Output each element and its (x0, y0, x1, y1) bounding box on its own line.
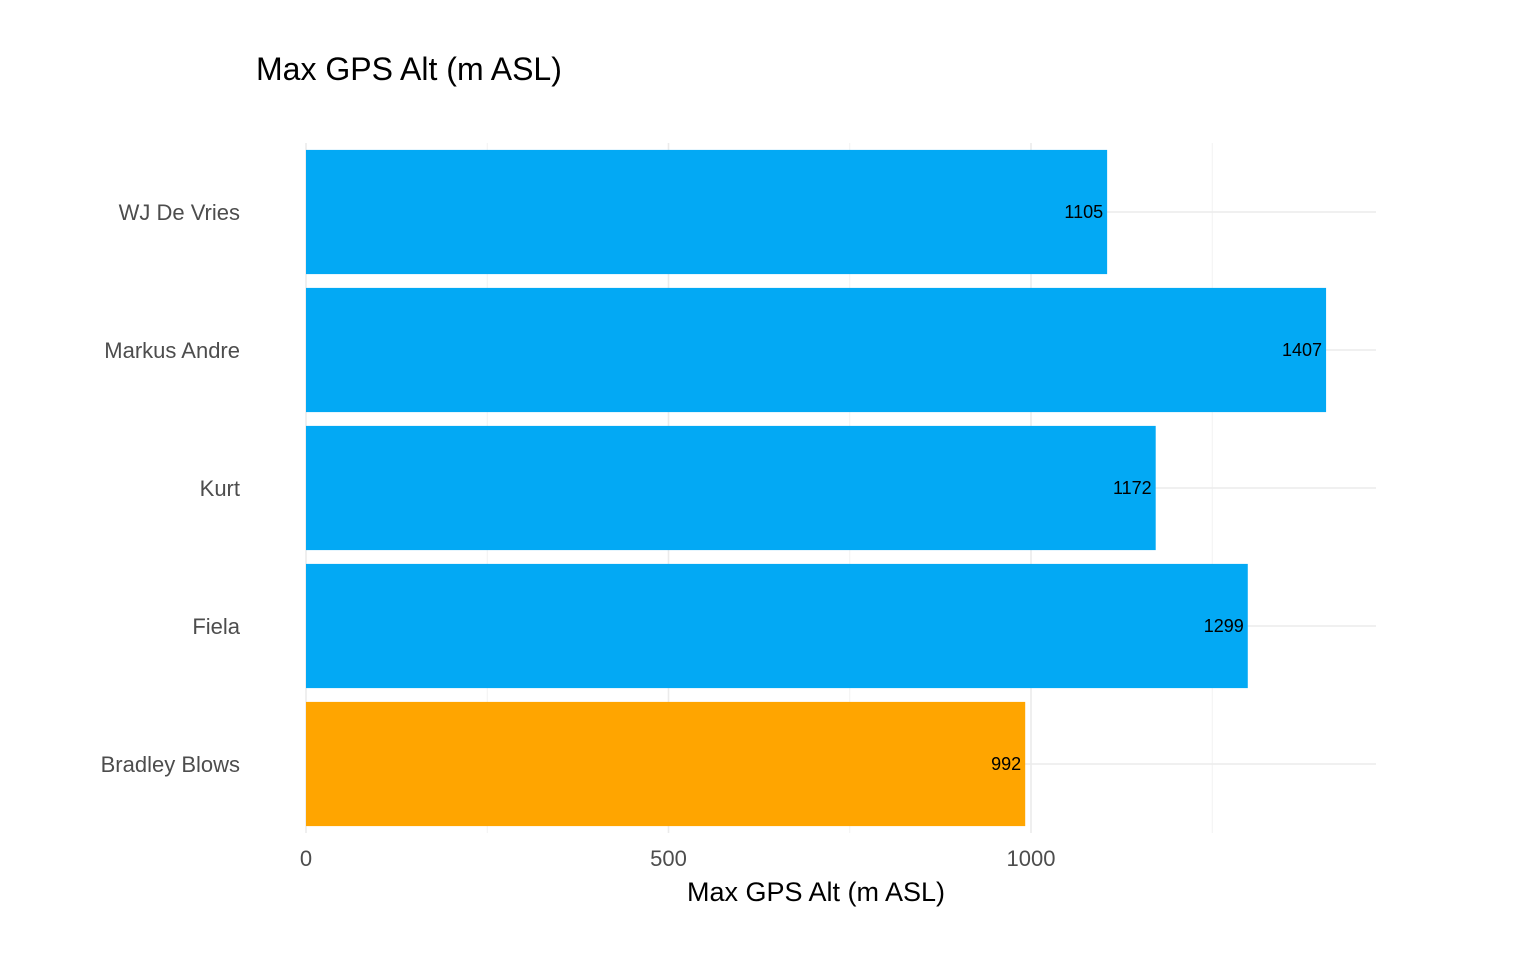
chart-title: Max GPS Alt (m ASL) (256, 51, 562, 87)
data-label-wj-de-vries: 1105 (1064, 202, 1103, 222)
data-labels: 1105 1407 1172 1299 992 (991, 202, 1322, 774)
x-tick-label-500: 500 (650, 846, 687, 871)
y-tick-label-wj-de-vries: WJ De Vries (119, 200, 240, 225)
data-label-markus-andre: 1407 (1282, 340, 1322, 360)
bar-wj-de-vries (306, 149, 1108, 275)
data-label-fiela: 1299 (1204, 616, 1244, 636)
x-axis-tick-labels: 0 500 1000 (300, 846, 1056, 871)
data-label-bradley-blows: 992 (991, 754, 1021, 774)
bar-kurt (306, 425, 1156, 551)
x-tick-label-1000: 1000 (1007, 846, 1056, 871)
bar-fiela (306, 563, 1248, 689)
y-tick-label-kurt: Kurt (200, 476, 240, 501)
data-label-kurt: 1172 (1113, 478, 1152, 498)
bars (306, 149, 1327, 827)
y-tick-label-bradley-blows: Bradley Blows (101, 752, 240, 777)
x-axis-title: Max GPS Alt (m ASL) (687, 877, 945, 907)
y-tick-label-markus-andre: Markus Andre (104, 338, 240, 363)
bar-bradley-blows (306, 701, 1026, 827)
x-tick-label-0: 0 (300, 846, 312, 871)
bar-markus-andre (306, 287, 1327, 413)
y-axis-tick-labels: WJ De Vries Markus Andre Kurt Fiela Bradley … (101, 200, 241, 777)
y-tick-label-fiela: Fiela (192, 614, 240, 639)
